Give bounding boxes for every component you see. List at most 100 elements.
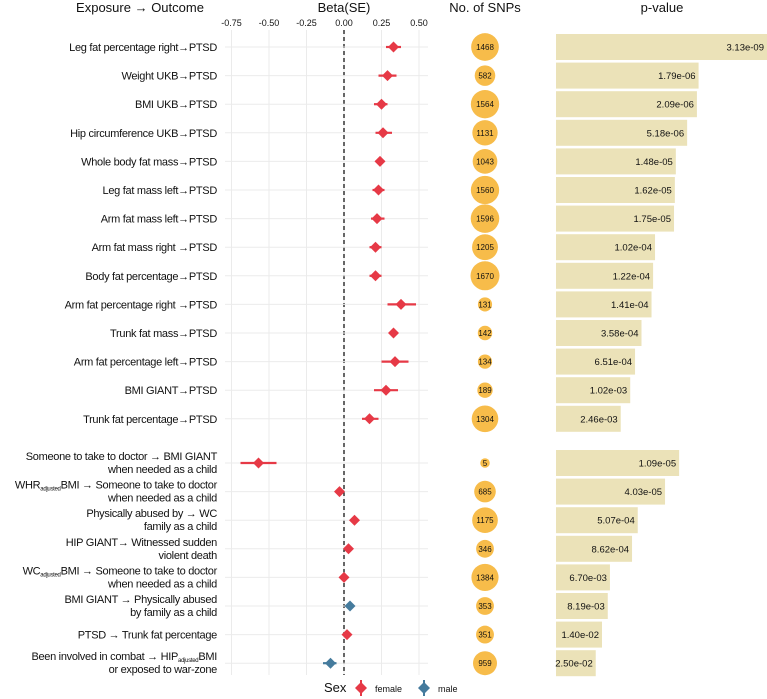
female-point-estimate <box>338 571 350 583</box>
snp-count-label: 1670 <box>476 272 494 281</box>
snp-count-label: 5 <box>483 459 488 468</box>
pvalue-label: 1.40e-02 <box>561 630 599 641</box>
snp-count-bubble <box>476 625 494 644</box>
row-label-line: BMI GIANT→PTSD <box>125 385 218 397</box>
snp-count-label: 134 <box>478 358 492 367</box>
row-label-line: when needed as a child <box>107 464 217 476</box>
snp-count-label: 353 <box>478 602 492 611</box>
pvalue-label: 8.19e-03 <box>567 602 605 613</box>
row-label-line: Someone to take to doctor → BMI GIANT <box>26 451 218 463</box>
row-label-line: when needed as a child <box>107 578 217 590</box>
pvalue-label: 4.03e-05 <box>625 487 663 498</box>
pvalue-bar <box>556 91 697 118</box>
snp-count-label: 1384 <box>476 573 494 582</box>
label-text: Leg fat mass left→PTSD <box>103 185 218 197</box>
label-text: Leg fat percentage right→PTSD <box>69 42 217 54</box>
snp-count-label: 1468 <box>476 43 494 52</box>
snp-count-label: 1043 <box>476 157 494 166</box>
table-row: Arm fat percentage left→PTSD 134 6.51e-04 <box>74 348 636 375</box>
legend-male-label: male <box>438 684 458 694</box>
row-label-line: Leg fat percentage right→PTSD <box>69 42 217 54</box>
table-row: Someone to take to doctor → BMI GIANTwhe… <box>26 450 680 476</box>
label-text: violent death <box>159 550 218 562</box>
row-label-line: Physically abused by → WC <box>86 508 217 520</box>
female-point-estimate <box>334 486 345 498</box>
snp-count-bubble <box>472 507 498 534</box>
label-text: Trunk fat percentage→PTSD <box>83 414 217 426</box>
female-point-estimate <box>370 270 381 282</box>
subscript: adjusted <box>40 572 60 578</box>
label-text: BMI UKB→PTSD <box>135 99 217 111</box>
female-point-estimate <box>371 213 383 225</box>
label-text: HIP GIANT→ Witnessed sudden <box>66 537 217 549</box>
pvalue-bar <box>556 621 602 648</box>
row-label-line: Arm fat percentage left→PTSD <box>74 357 218 369</box>
row-label-line: BMI GIANT → Physically abused <box>65 594 218 606</box>
snp-count-bubble <box>471 563 499 591</box>
pvalue-label: 1.02e-03 <box>590 386 628 397</box>
pvalue-label: 5.18e-06 <box>647 128 685 139</box>
table-row: Arm fat mass left→PTSD 1596 1.75e-05 <box>101 204 675 233</box>
table-row: Leg fat mass left→PTSD 1560 1.62e-05 <box>103 175 675 205</box>
subscript: adjusted <box>178 658 198 664</box>
row-label-line: WCadjustedBMI → Someone to take to docto… <box>23 565 218 578</box>
snp-count-label: 1564 <box>476 100 494 109</box>
pvalue-bar <box>556 564 610 591</box>
pvalue-label: 1.41e-04 <box>611 300 649 311</box>
snp-count-bubble <box>477 382 493 398</box>
pvalue-label: 2.46e-03 <box>580 414 618 425</box>
label-text: Arm fat percentage right →PTSD <box>65 299 218 311</box>
legend-female-label: female <box>375 684 402 694</box>
female-point-estimate <box>364 413 375 425</box>
snp-count-label: 1131 <box>476 129 494 138</box>
pvalue-bar <box>556 148 676 175</box>
pvalue-bar <box>556 62 699 89</box>
table-row: Weight UKB→PTSD 582 1.79e-06 <box>121 62 699 89</box>
snp-count-bubble <box>471 33 499 61</box>
pvalue-label: 2.50e-02 <box>555 659 593 670</box>
snp-count-label: 131 <box>478 300 492 309</box>
pvalue-bar <box>556 478 666 505</box>
snp-count-bubble <box>472 120 498 146</box>
snp-count-bubble <box>470 90 500 119</box>
female-point-estimate <box>253 457 264 469</box>
x-tick-label: -0.25 <box>296 18 317 28</box>
table-row: PTSD → Trunk fat percentage 351 1.40e-02 <box>78 621 602 648</box>
pvalue-label: 5.07e-04 <box>597 516 635 527</box>
pvalue-label: 1.62e-05 <box>634 186 672 197</box>
label-text: BMI <box>198 651 217 663</box>
label-text: when needed as a child <box>107 464 217 476</box>
label-text: by family as a child <box>130 607 217 619</box>
pvalue-label: 3.13e-09 <box>726 43 764 54</box>
label-text: Hip circumference UKB→PTSD <box>70 128 217 140</box>
pvalue-bar <box>556 507 638 534</box>
snp-count-label: 189 <box>478 386 492 395</box>
pvalue-label: 3.58e-04 <box>601 329 639 340</box>
female-point-estimate <box>341 629 353 641</box>
x-tick-label: 0.50 <box>410 18 428 28</box>
header-beta: Beta(SE) <box>318 0 371 15</box>
snp-count-label: 1175 <box>476 516 494 525</box>
row-label-line: Body fat percentage→PTSD <box>85 271 217 283</box>
table-row: Whole body fat mass→PTSD 1043 1.48e-05 <box>81 148 676 175</box>
label-text: when needed as a child <box>107 493 217 505</box>
label-text: WHR <box>15 480 41 492</box>
pvalue-bar <box>556 119 688 146</box>
female-point-estimate <box>388 41 399 53</box>
table-row: BMI GIANT→PTSD 189 1.02e-03 <box>125 377 631 404</box>
snp-count-label: 346 <box>478 545 492 554</box>
snp-count-bubble <box>471 405 499 433</box>
female-point-estimate <box>349 514 360 526</box>
label-text: Trunk fat mass→PTSD <box>110 328 217 340</box>
row-label-line: Trunk fat percentage→PTSD <box>83 414 217 426</box>
pvalue-bar <box>556 205 675 232</box>
pvalue-label: 1.79e-06 <box>658 71 696 82</box>
snp-count-bubble <box>474 480 496 503</box>
pvalue-bar <box>556 593 608 619</box>
female-point-estimate <box>382 70 393 82</box>
pvalue-bar <box>556 650 596 677</box>
pvalue-label: 6.51e-04 <box>595 357 633 368</box>
